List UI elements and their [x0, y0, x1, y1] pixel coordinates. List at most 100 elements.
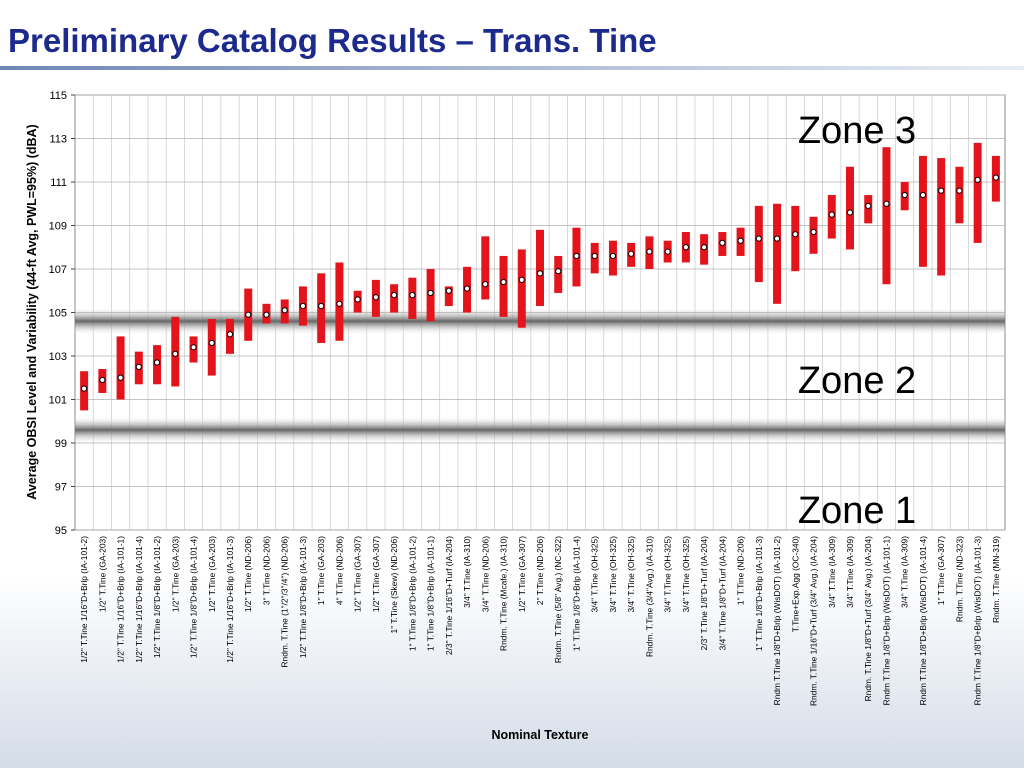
x-tick-label: 1" T.Tine (GA-203): [316, 536, 326, 605]
x-tick-label: Rndm. T.Tine (1"/2"/3"/4") (ND-206): [280, 536, 290, 668]
x-tick-label: 3/4" T.Tine (ND-206): [480, 536, 490, 612]
mean-dot: [336, 300, 343, 307]
range-bar: [918, 155, 927, 267]
x-tick-label: 1/2" T.Tine (GA-307): [353, 536, 363, 612]
mean-dot: [573, 252, 580, 260]
range-bar: [517, 249, 526, 328]
range-bar: [937, 158, 946, 276]
mean-dot: [974, 176, 981, 183]
mean-dot: [682, 244, 689, 251]
range-bar: [809, 216, 818, 254]
x-tick-label: 3/4" T.Tine 1/8"D+Turf (IA-204): [717, 536, 727, 651]
x-tick-label: 1/2" T.Tine 1/8"D+Brlp (IA-101-3): [298, 536, 308, 658]
range-bar: [882, 147, 891, 285]
y-tick-label: 101: [49, 395, 67, 407]
mean-dot: [391, 292, 398, 299]
x-tick-label: 2/3" T.Tine 1/16"D+Turf (IA-204): [444, 536, 454, 655]
y-tick-label: 97: [55, 482, 67, 494]
mean-dot: [117, 374, 124, 381]
x-tick-label: Rndm. T.Tine 1/8"D+Turf (3/4" Avg.) (IA-…: [863, 536, 873, 702]
mean-dot: [427, 289, 434, 297]
mean-dot: [773, 235, 781, 242]
x-tick-label: 1/2" T.Tine 1/16"D+Brlp (IA-101-1): [116, 536, 126, 663]
mean-dot: [500, 278, 507, 286]
mean-dot: [463, 285, 471, 292]
x-tick-label: 1/2" T.Tine (ND-206): [243, 536, 253, 612]
x-tick-label: 1/2" T.Tine (GA-203): [170, 536, 180, 612]
x-tick-label: Rndm T.Tine 1/8"D+Brlp (WisDOT) (IA-101-…: [918, 536, 928, 706]
x-tick-label: 3/4" T.Tine (OH-325): [608, 536, 618, 613]
y-tick-label: 103: [49, 351, 67, 363]
x-tick-label: 1" T.Tine 1/8"D+Brlp (IA-101-2): [407, 536, 417, 651]
mean-dot: [992, 174, 999, 181]
range-bar: [864, 195, 873, 224]
plot: 95 97 99 101 103 105 107 109 111 113 115 1/2" T.Tin…: [49, 90, 1005, 706]
x-tick-label: 2" T.Tine (ND-206): [535, 536, 545, 605]
mean-dot: [901, 191, 908, 199]
mean-dot: [664, 248, 671, 255]
x-tick-label: Rndm. T.Tine (ND-323): [954, 536, 964, 622]
zone-label: Zone 1: [798, 490, 916, 532]
range-bar: [773, 203, 782, 304]
x-tick-label: 3/4" T.Tine (OH-325): [681, 536, 691, 613]
range-bar: [390, 284, 399, 313]
mean-dot: [737, 237, 744, 244]
mean-dot: [919, 191, 927, 199]
x-tick-label: 1" T.Tine (GA-307): [936, 536, 946, 605]
x-tick-label: 1/2" T.Tine (GA-307): [371, 536, 381, 612]
mean-dot: [792, 231, 799, 238]
range-bar: [554, 255, 563, 293]
x-tick-label: 1" T.Tine 1/8"D+Brlp (IA-101-3): [754, 536, 764, 651]
mean-dot: [865, 202, 872, 210]
mean-dot: [263, 311, 270, 318]
mean-dot: [318, 302, 325, 310]
x-tick-label: 1" T.Tine (ND-206): [736, 536, 746, 605]
mean-dot: [755, 235, 762, 242]
y-axis-label: Average OBSI Level and Variability (44-f…: [25, 124, 39, 499]
mean-dot: [99, 376, 106, 384]
range-bar: [536, 229, 544, 306]
mean-dot: [938, 187, 945, 194]
x-tick-label: 1/2" T.Tine 1/16"D+Brlp (IA-101-4): [134, 536, 144, 663]
x-tick-label: 3/4" T.Tine (IA-310): [462, 536, 472, 608]
mean-dot: [153, 359, 161, 366]
y-tick-label: 113: [49, 134, 67, 146]
y-tick-label: 105: [49, 308, 67, 320]
mean-dot: [445, 287, 452, 294]
x-tick-label: 3/4" T.Tine (IA-309): [900, 536, 910, 608]
mean-dot: [135, 363, 142, 370]
mean-dot: [555, 268, 562, 275]
x-tick-label: 1/2" T.Tine 1/8"D+Brlp (IA-101-2): [152, 536, 162, 658]
mean-dot: [810, 228, 817, 236]
mean-dot: [409, 292, 416, 299]
y-tick-label: 99: [55, 438, 67, 450]
mean-dot: [81, 385, 88, 392]
x-tick-label: 1/2" T.Tine 1/8"D+Brlp (IA-101-4): [189, 536, 199, 658]
y-tick-label: 107: [49, 264, 67, 276]
range-bar: [754, 205, 763, 283]
range-bar: [408, 277, 417, 320]
zone-band: [75, 415, 1005, 444]
range-bar: [481, 236, 490, 300]
range-bar: [444, 286, 453, 306]
x-tick-label: 3/4" T.Tine (OH-325): [663, 536, 673, 613]
mean-dot: [208, 339, 215, 347]
x-tick-label: 1" T.Tine 1/8"D+Brlp (IA-101-1): [426, 536, 436, 651]
x-tick-label: 3/4" T.Tine (IA-309): [845, 536, 855, 608]
x-tick-label: 3/4" T.Tine (OH-325): [626, 536, 636, 613]
mean-dot: [828, 211, 835, 218]
mean-dot: [482, 281, 489, 288]
y-tick-label: 111: [50, 177, 67, 189]
mean-dot: [299, 302, 307, 310]
x-tick-label: Rndm T.Tine 1/8"D+Brlp (WisDOT) (IA-101-…: [772, 536, 782, 706]
x-tick-label: Rndm T.Tine 1/8"D+Brlp (WisDOT) (IA-101-…: [881, 536, 891, 706]
x-tick-label: 3" T.Tine (ND-206): [261, 536, 271, 605]
mean-dot: [628, 250, 635, 257]
mean-dot: [354, 296, 361, 303]
mean-dot: [172, 350, 179, 357]
mean-dot: [701, 244, 708, 251]
zone-label: Zone 3: [798, 110, 916, 152]
x-tick-label: 3/4" T.Tine (OH-325): [590, 536, 600, 613]
mean-dot: [646, 248, 653, 255]
